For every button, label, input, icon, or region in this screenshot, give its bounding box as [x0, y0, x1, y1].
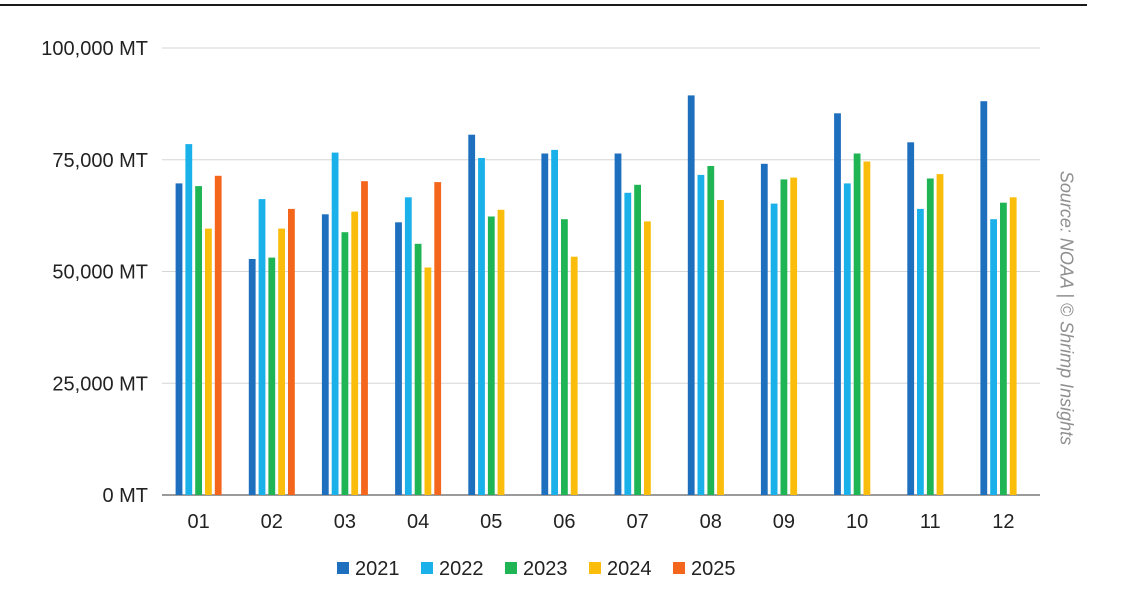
bar-2022-06	[551, 149, 558, 495]
legend-swatch-2025	[673, 562, 685, 574]
bar-2022-02	[258, 199, 266, 495]
bar-2024-01	[205, 228, 212, 495]
bar-2021-04	[395, 222, 402, 496]
bar-2023-08	[707, 166, 715, 495]
bar-2021-07	[614, 153, 622, 495]
bar-2024-05	[497, 209, 505, 496]
bar-2023-05	[487, 216, 495, 495]
bar-2022-12	[990, 219, 997, 495]
bar-2023-11	[926, 178, 934, 495]
bar-2023-12	[1000, 202, 1007, 495]
bar-2024-04	[424, 267, 432, 495]
bar-2024-02	[278, 228, 285, 495]
bar-2024-08	[717, 200, 724, 495]
bar-2021-11	[907, 142, 915, 496]
bar-2022-09	[770, 203, 778, 495]
bar-2022-08	[697, 174, 705, 495]
legend-swatch-2021	[337, 562, 349, 574]
bar-2023-02	[268, 257, 276, 495]
bar-2025-02	[288, 208, 295, 495]
source-annotation: Source: NOAA | © Shrimp Insights	[1056, 170, 1077, 446]
bar-2024-11	[936, 174, 944, 495]
legend: 2021 2022 2023 2024 2025	[337, 558, 736, 580]
bar-2025-03	[361, 181, 368, 495]
gridlines	[162, 47, 1040, 496]
legend-swatch-2022	[421, 562, 433, 574]
bar-2021-09	[760, 163, 768, 496]
bar-2022-11	[917, 208, 924, 495]
y-tick-label: 50,000 MT	[52, 262, 148, 284]
x-tick-label: 04	[407, 511, 429, 533]
x-axis-tick-labels: 01 02 03 04 05 06 07 08 09 10 11 12	[187, 511, 1014, 533]
bar-2021-01	[175, 183, 183, 495]
y-tick-label: 0 MT	[102, 485, 148, 507]
bar-2023-10	[853, 153, 861, 495]
bar-2023-09	[780, 179, 788, 495]
bar-2025-04	[434, 182, 442, 495]
bar-2021-12	[980, 101, 988, 495]
bar-2023-04	[414, 243, 422, 495]
bar-2024-10	[863, 161, 871, 495]
top-divider	[0, 4, 1087, 6]
bar-2022-01	[185, 144, 193, 495]
bar-2023-03	[341, 232, 349, 495]
x-tick-label: 03	[334, 511, 356, 533]
bar-2024-12	[1009, 197, 1017, 496]
bar-2022-03	[331, 152, 339, 495]
bar-2022-10	[843, 183, 851, 495]
bar-2023-01	[195, 186, 202, 495]
legend-label: 2025	[691, 558, 736, 580]
bars	[175, 95, 1017, 496]
bar-2024-07	[644, 221, 651, 495]
bar-2025-01	[214, 175, 222, 496]
x-tick-label: 01	[187, 511, 209, 533]
bar-2021-10	[834, 113, 841, 496]
legend-label: 2021	[355, 558, 400, 580]
bar-2023-06	[561, 219, 568, 495]
y-tick-label: 25,000 MT	[52, 373, 148, 395]
legend-label: 2024	[607, 558, 652, 580]
bar-2024-06	[570, 256, 578, 495]
bar-2021-06	[541, 153, 549, 495]
y-tick-label: 75,000 MT	[52, 150, 148, 172]
x-tick-label: 09	[773, 511, 795, 533]
x-tick-label: 12	[992, 511, 1014, 533]
legend-swatch-2024	[589, 562, 601, 574]
bar-2022-07	[624, 192, 632, 496]
x-tick-label: 10	[846, 511, 868, 533]
legend-label: 2023	[523, 558, 568, 580]
x-tick-label: 07	[626, 511, 648, 533]
bar-2022-05	[478, 158, 485, 495]
x-tick-label: 06	[553, 511, 575, 533]
bar-2021-05	[468, 134, 476, 495]
bar-2021-08	[687, 95, 695, 496]
y-tick-label: 100,000 MT	[41, 38, 148, 60]
legend-swatch-2023	[505, 562, 517, 574]
bar-2021-02	[248, 259, 256, 495]
x-tick-label: 02	[261, 511, 283, 533]
y-axis-tick-labels: 0 MT 25,000 MT 50,000 MT 75,000 MT 100,000 M…	[41, 38, 148, 507]
x-tick-label: 05	[480, 511, 502, 533]
bar-2024-09	[790, 177, 798, 495]
legend-label: 2022	[439, 558, 484, 580]
x-tick-label: 11	[920, 511, 941, 533]
bar-2021-03	[321, 214, 329, 496]
bar-2023-07	[634, 184, 641, 496]
x-tick-label: 08	[700, 511, 722, 533]
bar-2024-03	[351, 211, 359, 495]
bar-2022-04	[404, 197, 412, 496]
